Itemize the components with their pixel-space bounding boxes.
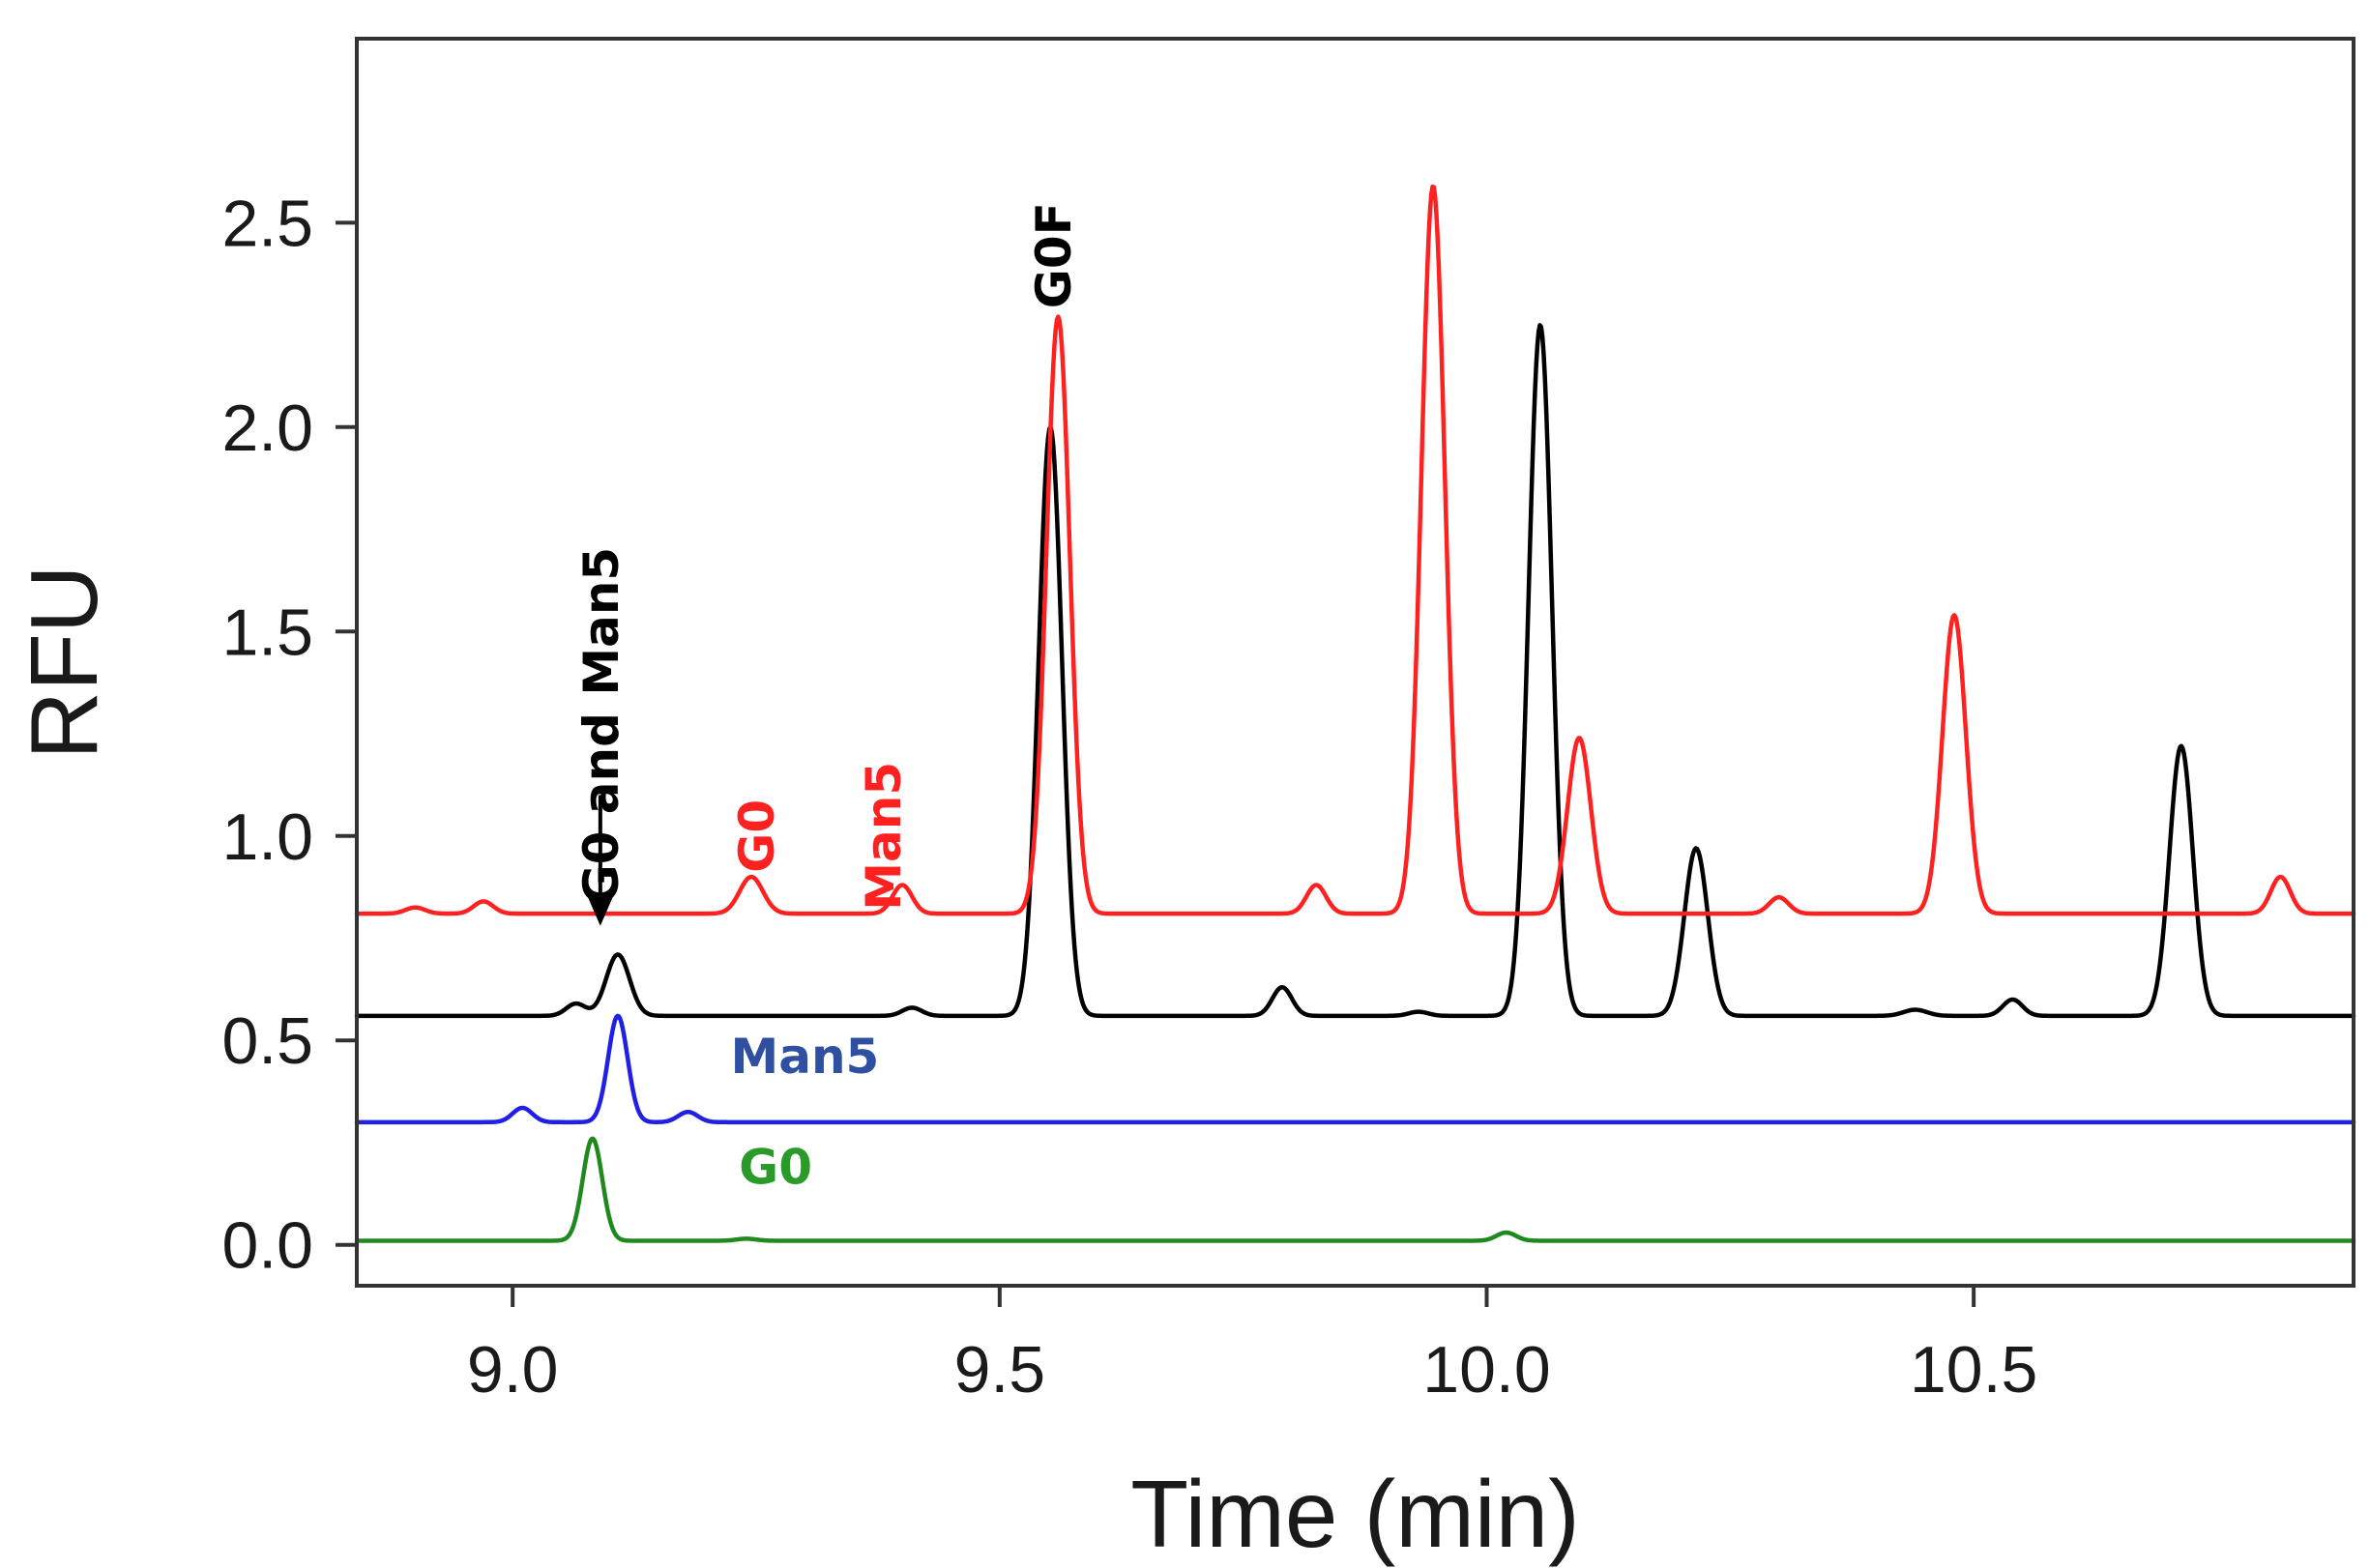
y-tick-label: 1.5	[221, 595, 313, 669]
annotation-g0-label: G0	[739, 1139, 812, 1195]
annotation-arrow-layer	[587, 795, 613, 926]
y-tick-label: 2.0	[221, 392, 313, 465]
y-tick-label: 0.0	[221, 1209, 313, 1283]
y-tick-label: 2.5	[221, 187, 313, 260]
series-line-standard-3	[354, 184, 2356, 916]
x-axis-label: Time (min)	[1130, 1461, 1580, 1567]
series-line-sample-2	[354, 323, 2356, 1019]
annotation-g0-label: G0	[729, 799, 785, 873]
series-layer	[354, 184, 2356, 1243]
x-tick-label: 10.0	[1422, 1333, 1550, 1407]
y-axis-label: RFU	[11, 565, 117, 759]
x-tick-label: 10.5	[1910, 1333, 2037, 1407]
x-tick-label: 9.0	[467, 1333, 559, 1407]
tick-layer: 0.0 0.5 1.0 1.5 2.0 2.5 9.0 9.5 10.0 10.5	[221, 187, 2037, 1407]
x-tick-label: 9.5	[954, 1333, 1046, 1407]
y-tick-label: 0.5	[221, 1004, 313, 1078]
plot-frame	[355, 37, 2355, 1288]
annotation-layer: G0 and Man5 G0 Man5 G0F Man5 G0	[573, 202, 1082, 1195]
annotation-arrow-head	[587, 896, 613, 926]
annotation-man5-label: Man5	[730, 1029, 879, 1085]
series-line-man5-1	[354, 1013, 2356, 1125]
series-line-g0-0	[354, 1136, 2356, 1243]
annotation-g0-and-man5-label: G0 and Man5	[573, 547, 629, 905]
y-tick-label: 1.0	[221, 800, 313, 874]
annotation-man5-label: Man5	[856, 762, 912, 911]
annotation-g0f-label: G0F	[1026, 202, 1082, 308]
